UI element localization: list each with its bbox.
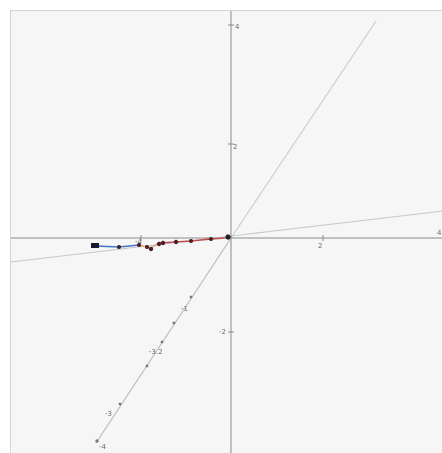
lower-line-label: -1	[181, 305, 188, 313]
lower-line-point[interactable]	[145, 364, 149, 368]
trajectory-point[interactable]	[189, 239, 193, 243]
trajectory-blue-segment	[94, 244, 140, 248]
lower-line-point[interactable]	[160, 340, 164, 344]
trajectory-point[interactable]	[148, 246, 154, 252]
y-tick-label-upper: 2	[233, 143, 237, 151]
trajectory-point[interactable]	[173, 239, 179, 245]
lower-line-point[interactable]	[95, 439, 99, 443]
y-tick-label-bottom: -4	[99, 443, 107, 451]
x-tick-label-right: 2	[318, 242, 322, 250]
trajectory-point[interactable]	[209, 237, 213, 241]
y-tick-label-top: 4	[235, 23, 240, 31]
reference-line-lower	[95, 237, 232, 444]
trajectory-start-marker[interactable]	[91, 243, 99, 248]
lower-line-label: -3.2	[149, 348, 163, 356]
y-tick-label-lower: -2	[219, 328, 226, 336]
trajectory-point[interactable]	[160, 240, 166, 246]
trajectory-point[interactable]	[137, 243, 141, 247]
trajectory-point[interactable]	[145, 245, 149, 249]
trajectory-point[interactable]	[117, 245, 121, 249]
x-tick-label-neg: -4	[135, 238, 143, 246]
trajectory-origin-point[interactable]	[225, 234, 231, 240]
lower-line-label: -3	[105, 410, 112, 418]
lower-line-point[interactable]	[118, 402, 122, 406]
reference-line-steep	[230, 20, 377, 239]
trajectory-point[interactable]	[156, 241, 162, 247]
graph-canvas[interactable]: 4 2 -2 2 4 -4 -4	[10, 10, 442, 453]
lower-line-point[interactable]	[189, 295, 193, 299]
lower-line-point[interactable]	[172, 321, 176, 325]
x-tick-label-far-right: 4	[437, 229, 442, 237]
graph-svg[interactable]: 4 2 -2 2 4 -4 -4	[11, 11, 442, 453]
